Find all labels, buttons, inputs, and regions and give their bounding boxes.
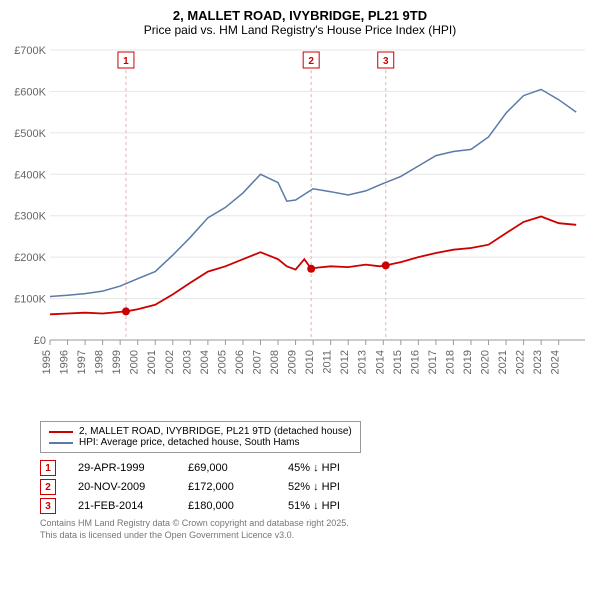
sale-row: 1 29-APR-1999£69,00045% ↓ HPI (40, 460, 590, 476)
x-tick-label: 2014 (374, 350, 386, 374)
sale-marker-number: 2 (308, 56, 314, 67)
x-tick-label: 2006 (234, 350, 246, 374)
x-tick-label: 2019 (462, 350, 474, 374)
legend: 2, MALLET ROAD, IVYBRIDGE, PL21 9TD (det… (40, 421, 361, 453)
sale-row: 3 21-FEB-2014£180,00051% ↓ HPI (40, 498, 590, 514)
sale-marker-ref: 2 (40, 479, 56, 495)
x-tick-label: 2018 (444, 350, 456, 374)
x-tick-label: 2024 (550, 350, 562, 374)
sale-row: 2 20-NOV-2009£172,00052% ↓ HPI (40, 479, 590, 495)
sale-marker-ref: 1 (40, 460, 56, 476)
legend-item: HPI: Average price, detached house, Sout… (49, 437, 352, 448)
x-tick-label: 2017 (427, 350, 439, 374)
legend-item: 2, MALLET ROAD, IVYBRIDGE, PL21 9TD (det… (49, 426, 352, 437)
x-tick-label: 2005 (216, 350, 228, 374)
footer-line-2: This data is licensed under the Open Gov… (40, 530, 294, 540)
chart-subtitle: Price paid vs. HM Land Registry's House … (10, 23, 590, 37)
x-tick-label: 2000 (129, 350, 141, 374)
x-tick-label: 2015 (392, 350, 404, 374)
copyright-footer: Contains HM Land Registry data © Crown c… (40, 518, 590, 541)
y-tick-label: £700K (14, 45, 46, 57)
x-tick-label: 2001 (146, 350, 158, 374)
x-tick-label: 2023 (532, 350, 544, 374)
x-tick-label: 2009 (287, 350, 299, 374)
x-tick-label: 2010 (304, 350, 316, 374)
x-tick-label: 2004 (199, 350, 211, 374)
x-tick-label: 2021 (497, 350, 509, 374)
x-tick-label: 2008 (269, 350, 281, 374)
sale-price: £172,000 (188, 481, 288, 493)
x-tick-label: 2003 (181, 350, 193, 374)
legend-label: HPI: Average price, detached house, Sout… (79, 437, 300, 448)
sale-hpi-delta: 51% ↓ HPI (288, 500, 368, 512)
x-tick-label: 1999 (111, 350, 123, 374)
chart-title: 2, MALLET ROAD, IVYBRIDGE, PL21 9TD (10, 8, 590, 23)
y-tick-label: £300K (14, 211, 46, 223)
sale-date: 29-APR-1999 (78, 462, 188, 474)
sale-marker-dot (307, 265, 315, 273)
x-tick-label: 2007 (251, 350, 263, 374)
sales-table: 1 29-APR-1999£69,00045% ↓ HPI 2 20-NOV-2009… (10, 460, 590, 514)
line-chart: £0 £100K £200K £300K £400K £500K £600K £700K 199… (10, 45, 590, 415)
y-tick-label: £100K (14, 294, 46, 306)
y-tick-label: £600K (14, 86, 46, 98)
y-tick-label: £400K (14, 169, 46, 181)
x-tick-label: 1995 (41, 350, 53, 374)
sale-marker-number: 1 (123, 56, 129, 67)
y-tick-label: £500K (14, 128, 46, 140)
x-tick-label: 2022 (515, 350, 527, 374)
x-tick-label: 1998 (94, 350, 106, 374)
sale-price: £69,000 (188, 462, 288, 474)
sale-marker-dot (122, 307, 130, 315)
sale-date: 21-FEB-2014 (78, 500, 188, 512)
sale-price: £180,000 (188, 500, 288, 512)
x-tick-label: 2013 (357, 350, 369, 374)
x-tick-label: 2002 (164, 350, 176, 374)
x-tick-label: 1996 (59, 350, 71, 374)
legend-swatch (49, 431, 73, 433)
sale-date: 20-NOV-2009 (78, 481, 188, 493)
y-tick-label: £0 (34, 335, 46, 347)
x-tick-label: 2012 (339, 350, 351, 374)
x-tick-label: 1997 (76, 350, 88, 374)
sale-hpi-delta: 45% ↓ HPI (288, 462, 368, 474)
sale-marker-dot (382, 261, 390, 269)
sale-marker-number: 3 (383, 56, 389, 67)
legend-label: 2, MALLET ROAD, IVYBRIDGE, PL21 9TD (det… (79, 426, 352, 437)
x-tick-label: 2016 (409, 350, 421, 374)
sale-hpi-delta: 52% ↓ HPI (288, 481, 368, 493)
chart-area: £0 £100K £200K £300K £400K £500K £600K £700K 199… (10, 45, 590, 415)
sale-marker-ref: 3 (40, 498, 56, 514)
legend-swatch (49, 442, 73, 444)
y-tick-label: £200K (14, 252, 46, 264)
x-tick-label: 2011 (322, 350, 334, 374)
footer-line-1: Contains HM Land Registry data © Crown c… (40, 518, 349, 528)
x-tick-label: 2020 (480, 350, 492, 374)
